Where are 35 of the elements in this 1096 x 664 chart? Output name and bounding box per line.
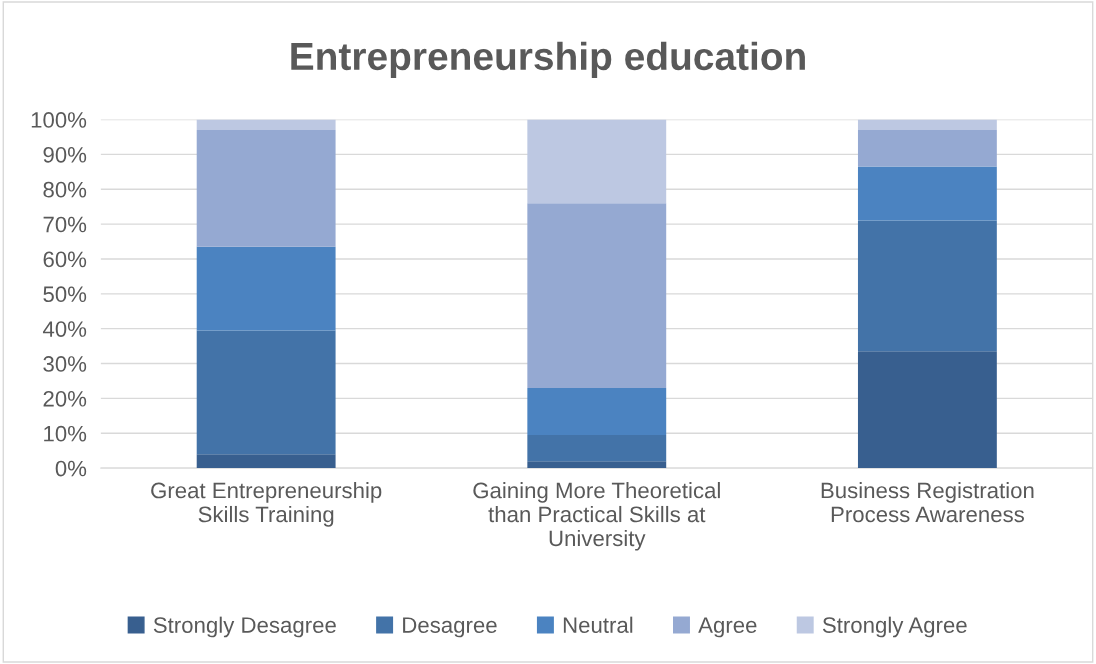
bar <box>527 119 667 204</box>
x-tick-label: Great Entrepreneurship Skills Training <box>151 482 382 527</box>
bar <box>196 119 336 130</box>
y-tick-label: 60% <box>43 251 87 268</box>
bar <box>857 129 997 167</box>
bar <box>857 119 997 130</box>
bar <box>196 454 336 469</box>
chart-title: Entrepreneurship education <box>291 41 805 78</box>
bar <box>196 129 336 247</box>
y-tick-label: 80% <box>43 181 87 198</box>
bar <box>857 166 997 221</box>
legend-label: Desagree <box>403 617 497 638</box>
y-tick-label: 0% <box>55 460 87 477</box>
bar <box>527 435 667 462</box>
y-tick-label: 50% <box>43 286 87 303</box>
bar <box>857 220 997 352</box>
y-tick-label: 10% <box>44 425 87 442</box>
y-tick-label: 90% <box>43 146 87 163</box>
y-tick-label: 30% <box>43 356 87 372</box>
bar <box>857 351 997 469</box>
bar <box>196 330 336 455</box>
legend-label: Strongly Desagree <box>153 616 336 638</box>
y-tick-label: 20% <box>43 390 87 407</box>
y-tick-label: 40% <box>42 321 87 337</box>
x-tick-label: Business Registration Process Awareness <box>821 482 1034 523</box>
y-tick-label: 70% <box>43 216 87 233</box>
bar <box>527 387 667 435</box>
legend-label: Neutral <box>563 616 633 633</box>
bar <box>196 246 336 331</box>
legend-label: Agree <box>698 617 757 638</box>
bar <box>527 461 667 469</box>
x-tick-label: Gaining More Theoretical than Practical Skills at University <box>473 482 720 551</box>
y-tick-label: 100% <box>31 112 87 128</box>
legend-label: Strongly Agree <box>822 616 967 638</box>
bar <box>527 203 667 388</box>
